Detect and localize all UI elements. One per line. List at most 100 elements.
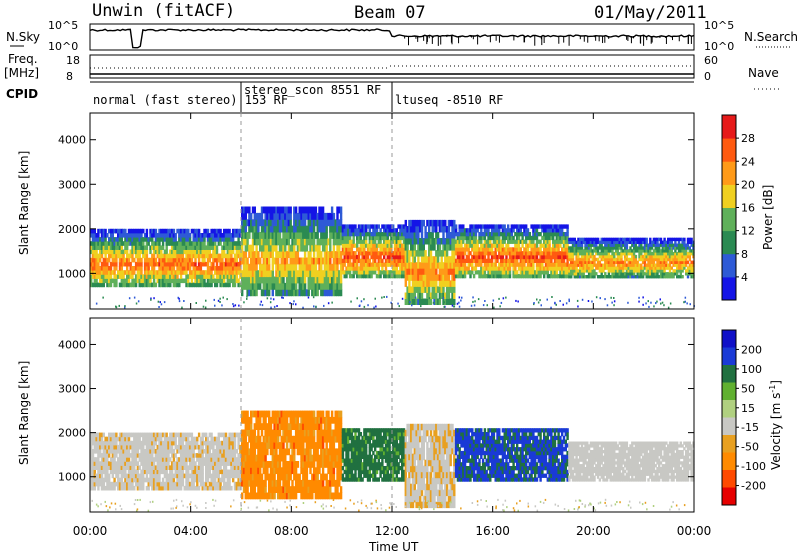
scatter-cell <box>672 260 675 264</box>
scatter-cell <box>616 257 620 262</box>
scatter-speck <box>659 298 661 301</box>
scatter-cell <box>111 481 114 487</box>
scatter-cell <box>197 241 201 246</box>
scatter-cell <box>120 233 123 238</box>
scatter-cell <box>339 289 343 297</box>
scatter-cell <box>106 266 109 271</box>
scatter-cell <box>214 228 217 234</box>
scatter-cell <box>428 226 431 233</box>
scatter-cell <box>379 228 382 233</box>
scatter-cell <box>406 244 409 251</box>
scatter-cell <box>672 269 675 273</box>
scatter-cell <box>667 272 670 276</box>
scatter-cell <box>197 278 201 284</box>
scatter-cell <box>463 243 467 248</box>
scatter-cell <box>465 258 469 263</box>
scatter-cell <box>618 263 621 267</box>
scatter-cell <box>532 239 535 244</box>
scatter-cell <box>90 440 93 446</box>
scatter-cell <box>602 237 605 242</box>
scatter-cell <box>510 247 513 252</box>
scatter-cell <box>106 261 109 267</box>
scatter-cell <box>325 232 328 239</box>
scatter-cell <box>431 280 434 287</box>
scatter-cell <box>532 266 535 271</box>
scatter-cell <box>120 444 123 450</box>
scatter-cell <box>534 232 537 237</box>
scatter-cell <box>463 228 467 233</box>
scatter-cell <box>634 246 638 250</box>
scatter-cell <box>647 269 650 273</box>
scatter-cell <box>652 254 656 259</box>
scatter-cell <box>250 225 253 233</box>
scatter-cell <box>508 274 512 279</box>
scatter-cell <box>140 270 143 275</box>
scatter-cell <box>356 239 359 244</box>
scatter-cell <box>577 272 580 276</box>
scatter-cell <box>525 254 528 260</box>
scatter-cell <box>176 228 179 234</box>
scatter-cell <box>586 243 589 247</box>
scatter-cell <box>201 270 204 275</box>
scatter-cell <box>494 270 497 275</box>
scatter-cell <box>402 274 406 279</box>
scatter-cell <box>106 274 109 279</box>
scatter-cell <box>314 206 318 214</box>
scatter-cell <box>215 261 219 267</box>
scatter-cell <box>622 243 625 247</box>
scatter-cell <box>654 257 657 262</box>
scatter-cell <box>181 261 185 267</box>
scatter-cell <box>163 261 167 267</box>
scatter-cell <box>93 481 96 487</box>
scatter-cell <box>120 274 123 279</box>
scatter-cell <box>537 274 540 279</box>
scatter-speck <box>178 297 180 300</box>
scatter-speck <box>373 306 375 309</box>
scatter-cell <box>129 249 132 255</box>
scatter-cell <box>593 249 596 253</box>
scatter-cell <box>683 243 686 247</box>
scatter-cell <box>620 249 623 253</box>
scatter-cell <box>284 282 287 290</box>
scatter-speck <box>517 300 519 303</box>
scatter-cell <box>142 278 145 284</box>
scatter-cell <box>445 232 449 239</box>
scatter-cell <box>352 243 355 248</box>
scatter-cell <box>523 239 526 244</box>
scatter-cell <box>158 465 161 470</box>
scatter-cell <box>154 457 158 462</box>
scatter-cell <box>147 274 150 279</box>
scatter-cell <box>269 244 273 252</box>
scatter-cell <box>640 240 643 244</box>
scatter-cell <box>248 225 251 233</box>
scatter-cell <box>514 251 517 256</box>
scatter-cell <box>676 254 679 259</box>
power-cbar-tick-label: 24 <box>741 155 755 168</box>
scatter-cell <box>206 233 210 238</box>
scatter-cell <box>330 251 334 258</box>
scatter-cell <box>641 249 645 253</box>
scatter-cell <box>674 263 677 267</box>
scatter-cell <box>129 241 132 246</box>
scatter-cell <box>647 252 650 256</box>
scatter-cell <box>268 263 271 271</box>
scatter-cell <box>287 263 291 271</box>
scatter-cell <box>668 272 672 276</box>
scatter-speck <box>409 301 411 304</box>
scatter-cell <box>138 282 141 288</box>
scatter-cell <box>638 243 641 247</box>
scatter-cell <box>300 276 303 284</box>
scatter-cell <box>503 235 506 241</box>
scatter-cell <box>336 212 339 220</box>
scatter-cell <box>111 228 114 234</box>
scatter-cell <box>350 228 354 233</box>
scatter-cell <box>640 254 643 259</box>
scatter-cell <box>668 257 672 262</box>
scatter-cell <box>584 243 587 247</box>
scatter-cell <box>613 263 616 267</box>
scatter-cell <box>528 243 531 248</box>
scatter-cell <box>579 252 582 256</box>
scatter-cell <box>212 245 215 250</box>
scatter-cell <box>634 237 638 242</box>
